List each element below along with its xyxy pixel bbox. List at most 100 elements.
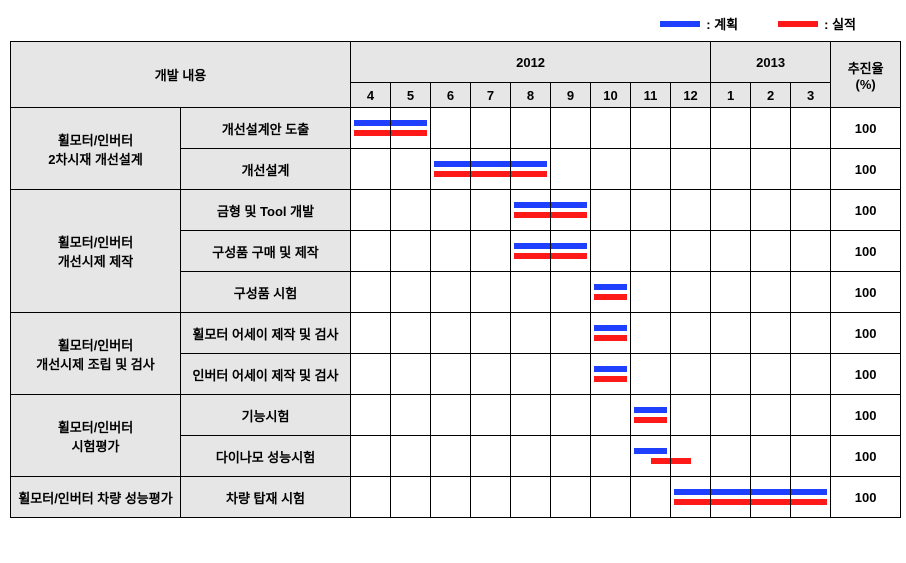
plan-bar bbox=[434, 161, 470, 167]
col-month-10: 10 bbox=[591, 83, 631, 108]
legend-plan-swatch bbox=[660, 21, 700, 27]
gantt-cell bbox=[431, 313, 471, 354]
gantt-cell bbox=[471, 354, 511, 395]
gantt-cell bbox=[511, 231, 551, 272]
gantt-cell bbox=[391, 190, 431, 231]
plan-bar bbox=[634, 448, 667, 454]
gantt-cell bbox=[591, 436, 631, 477]
gantt-cell bbox=[791, 395, 831, 436]
plan-bar bbox=[551, 202, 587, 208]
gantt-cell bbox=[711, 231, 751, 272]
gantt-cell bbox=[471, 149, 511, 190]
gantt-cell bbox=[511, 436, 551, 477]
gantt-cell bbox=[431, 395, 471, 436]
gantt-cell bbox=[391, 354, 431, 395]
gantt-cell bbox=[351, 231, 391, 272]
gantt-cell bbox=[431, 108, 471, 149]
rate-cell: 100 bbox=[831, 354, 901, 395]
group-label: 휠모터/인버터 시험평가 bbox=[11, 395, 181, 477]
gantt-cell bbox=[791, 313, 831, 354]
gantt-cell bbox=[591, 190, 631, 231]
gantt-cell bbox=[711, 436, 751, 477]
gantt-cell bbox=[391, 436, 431, 477]
col-month-1: 1 bbox=[711, 83, 751, 108]
gantt-cell bbox=[431, 272, 471, 313]
actual-bar bbox=[711, 499, 750, 505]
gantt-cell bbox=[591, 272, 631, 313]
actual-bar bbox=[514, 212, 550, 218]
col-month-4: 4 bbox=[351, 83, 391, 108]
gantt-cell bbox=[751, 231, 791, 272]
gantt-cell bbox=[711, 149, 751, 190]
gantt-cell bbox=[671, 149, 711, 190]
gantt-cell bbox=[631, 272, 671, 313]
gantt-cell bbox=[671, 272, 711, 313]
gantt-cell bbox=[431, 231, 471, 272]
rate-cell: 100 bbox=[831, 436, 901, 477]
col-month-7: 7 bbox=[471, 83, 511, 108]
gantt-cell bbox=[751, 477, 791, 518]
actual-bar bbox=[434, 171, 470, 177]
gantt-cell bbox=[351, 190, 391, 231]
gantt-cell bbox=[711, 190, 751, 231]
actual-bar bbox=[651, 458, 671, 464]
gantt-cell bbox=[751, 190, 791, 231]
task-label: 차량 탑재 시험 bbox=[181, 477, 351, 518]
gantt-cell bbox=[791, 190, 831, 231]
actual-bar bbox=[391, 130, 427, 136]
table-row: 휠모터/인버터 개선시제 조립 및 검사휠모터 어세이 제작 및 검사100 bbox=[11, 313, 901, 354]
gantt-cell bbox=[751, 313, 791, 354]
plan-bar bbox=[594, 284, 627, 290]
actual-bar bbox=[634, 417, 667, 423]
gantt-cell bbox=[471, 231, 511, 272]
gantt-cell bbox=[591, 313, 631, 354]
gantt-cell bbox=[751, 395, 791, 436]
gantt-cell bbox=[431, 190, 471, 231]
gantt-cell bbox=[631, 395, 671, 436]
gantt-cell bbox=[431, 354, 471, 395]
gantt-cell bbox=[351, 436, 391, 477]
rate-cell: 100 bbox=[831, 149, 901, 190]
col-category: 개발 내용 bbox=[11, 42, 351, 108]
gantt-cell bbox=[631, 190, 671, 231]
task-label: 개선설계 bbox=[181, 149, 351, 190]
gantt-cell bbox=[551, 436, 591, 477]
table-row: 휠모터/인버터 2차시재 개선설계개선설계안 도출100 bbox=[11, 108, 901, 149]
group-label: 휠모터/인버터 차량 성능평가 bbox=[11, 477, 181, 518]
gantt-cell bbox=[551, 313, 591, 354]
actual-bar bbox=[354, 130, 390, 136]
gantt-cell bbox=[431, 477, 471, 518]
plan-bar bbox=[514, 202, 550, 208]
gantt-cell bbox=[471, 395, 511, 436]
gantt-cell bbox=[551, 354, 591, 395]
gantt-cell bbox=[791, 436, 831, 477]
actual-bar bbox=[791, 499, 827, 505]
gantt-cell bbox=[511, 272, 551, 313]
gantt-cell bbox=[631, 477, 671, 518]
gantt-cell bbox=[711, 313, 751, 354]
gantt-cell bbox=[351, 395, 391, 436]
col-month-12: 12 bbox=[671, 83, 711, 108]
task-label: 구성품 구매 및 제작 bbox=[181, 231, 351, 272]
actual-bar bbox=[671, 458, 691, 464]
col-month-11: 11 bbox=[631, 83, 671, 108]
gantt-cell bbox=[351, 354, 391, 395]
col-month-6: 6 bbox=[431, 83, 471, 108]
gantt-cell bbox=[511, 313, 551, 354]
rate-cell: 100 bbox=[831, 395, 901, 436]
gantt-cell bbox=[711, 272, 751, 313]
gantt-cell bbox=[511, 477, 551, 518]
gantt-cell bbox=[671, 354, 711, 395]
legend-actual: : 실적 bbox=[778, 14, 856, 33]
gantt-cell bbox=[471, 108, 511, 149]
plan-bar bbox=[354, 120, 390, 126]
gantt-cell bbox=[671, 190, 711, 231]
gantt-cell bbox=[791, 231, 831, 272]
actual-bar bbox=[594, 376, 627, 382]
gantt-cell bbox=[511, 149, 551, 190]
legend-actual-label: : 실적 bbox=[824, 14, 856, 33]
actual-bar bbox=[514, 253, 550, 259]
plan-bar bbox=[634, 407, 667, 413]
rate-cell: 100 bbox=[831, 231, 901, 272]
gantt-cell bbox=[751, 149, 791, 190]
